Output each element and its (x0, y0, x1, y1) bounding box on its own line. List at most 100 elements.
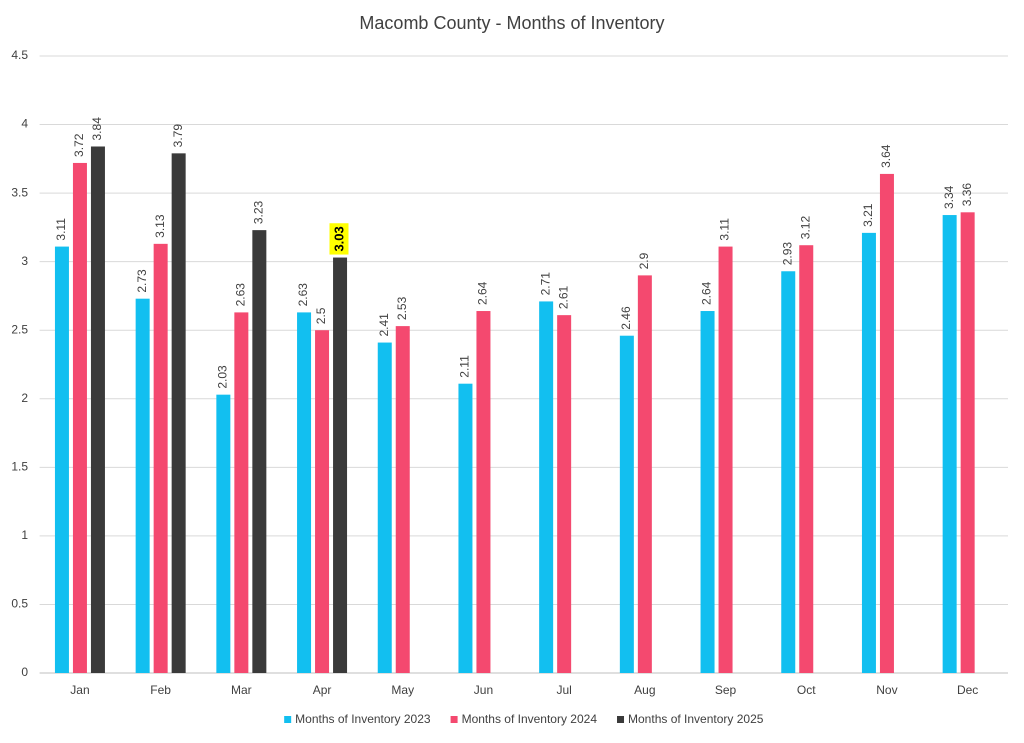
bar (539, 301, 554, 673)
data-label: 3.12 (798, 216, 812, 240)
data-label: 3.21 (861, 203, 875, 227)
bar (700, 311, 715, 673)
data-label: 3.11 (54, 218, 68, 241)
data-label-group: 2.73 (135, 269, 149, 293)
y-tick-label: 0.5 (11, 597, 28, 611)
data-label-group: 3.34 (942, 185, 956, 209)
data-label-group: 3.21 (861, 203, 875, 227)
data-label-group: 2.63 (296, 283, 310, 307)
bar (216, 394, 231, 673)
data-label-group: 2.46 (619, 306, 633, 330)
bar (171, 153, 186, 674)
data-label-group: 3.03 (329, 223, 349, 255)
data-label-group: 2.03 (216, 365, 230, 389)
bar (879, 173, 894, 673)
legend-label: Months of Inventory 2024 (462, 712, 598, 726)
bar (637, 275, 652, 673)
bar (90, 146, 105, 673)
x-tick-label: Dec (957, 683, 978, 697)
bar (297, 312, 312, 673)
data-label: 3.64 (879, 144, 893, 168)
data-label: 2.64 (700, 281, 714, 305)
data-label-group: 2.9 (637, 252, 651, 269)
y-tick-label: 0 (21, 665, 28, 679)
legend-marker (450, 716, 458, 723)
data-label: 2.11 (458, 355, 472, 378)
y-tick-label: 2.5 (11, 322, 28, 336)
data-label-group: 2.61 (556, 285, 570, 309)
data-label: 3.34 (942, 185, 956, 209)
data-label-group: 3.13 (153, 214, 167, 238)
data-label: 2.03 (216, 365, 230, 389)
data-label: 2.73 (135, 269, 149, 293)
data-label: 2.41 (377, 313, 391, 337)
legend-marker (284, 716, 292, 723)
y-tick-label: 4.5 (11, 48, 28, 62)
bar (619, 335, 634, 673)
y-tick-label: 3 (21, 254, 28, 268)
bar (942, 215, 957, 673)
data-label: 2.46 (619, 306, 633, 330)
bar (153, 243, 168, 673)
data-label-group: 3.11 (718, 218, 732, 241)
legend-label: Months of Inventory 2023 (295, 712, 431, 726)
x-tick-label: Apr (313, 683, 332, 697)
bar (458, 383, 473, 673)
data-label-group: 2.11 (458, 355, 472, 378)
data-label-group: 3.36 (960, 183, 974, 207)
bar (377, 342, 392, 673)
data-label-group: 3.12 (798, 216, 812, 240)
x-tick-label: Feb (150, 683, 171, 697)
chart-title: Macomb County - Months of Inventory (359, 13, 664, 33)
x-tick-label: May (391, 683, 414, 697)
data-label-group: 2.41 (377, 313, 391, 337)
data-label: 3.13 (153, 214, 167, 238)
bar (799, 245, 814, 674)
x-tick-label: Oct (797, 683, 816, 697)
y-tick-label: 3.5 (11, 185, 28, 199)
data-label: 3.72 (72, 133, 86, 157)
data-label: 2.53 (395, 296, 409, 320)
x-tick-label: Aug (634, 683, 655, 697)
bar (234, 312, 249, 673)
bar (315, 330, 330, 673)
legend-label: Months of Inventory 2025 (628, 712, 764, 726)
data-label: 3.36 (960, 183, 974, 207)
data-label: 3.11 (718, 218, 732, 241)
x-tick-label: Nov (876, 683, 897, 697)
y-tick-label: 2 (21, 391, 28, 405)
data-label: 2.63 (296, 283, 310, 307)
data-label-group: 2.53 (395, 296, 409, 320)
bar (54, 246, 69, 673)
x-tick-label: Mar (231, 683, 252, 697)
data-label-group: 2.71 (538, 272, 552, 296)
bar (135, 298, 150, 673)
data-label: 2.93 (780, 242, 794, 266)
bar (395, 326, 410, 673)
data-label: 2.61 (556, 285, 570, 309)
data-label: 3.84 (90, 117, 104, 141)
y-tick-label: 1 (21, 528, 28, 542)
data-label-group: 3.11 (54, 218, 68, 241)
data-label-group: 3.79 (171, 124, 185, 148)
x-tick-label: Jun (474, 683, 493, 697)
data-label-group: 3.84 (90, 117, 104, 141)
x-tick-label: Jul (556, 683, 571, 697)
x-tick-label: Sep (715, 683, 737, 697)
bar (252, 230, 267, 673)
bar (557, 315, 572, 673)
y-tick-label: 4 (21, 117, 28, 131)
legend: Months of Inventory 2023 Months of Invent… (284, 712, 764, 726)
data-label-group: 2.5 (314, 307, 328, 324)
bar (960, 212, 975, 673)
bar (333, 257, 348, 673)
data-label: 2.9 (637, 252, 651, 269)
data-label-group: 2.63 (234, 283, 248, 307)
data-label: 2.63 (234, 283, 248, 307)
bar (72, 162, 87, 674)
bar (476, 311, 491, 673)
label-highlight (329, 223, 349, 255)
bar (861, 232, 876, 673)
